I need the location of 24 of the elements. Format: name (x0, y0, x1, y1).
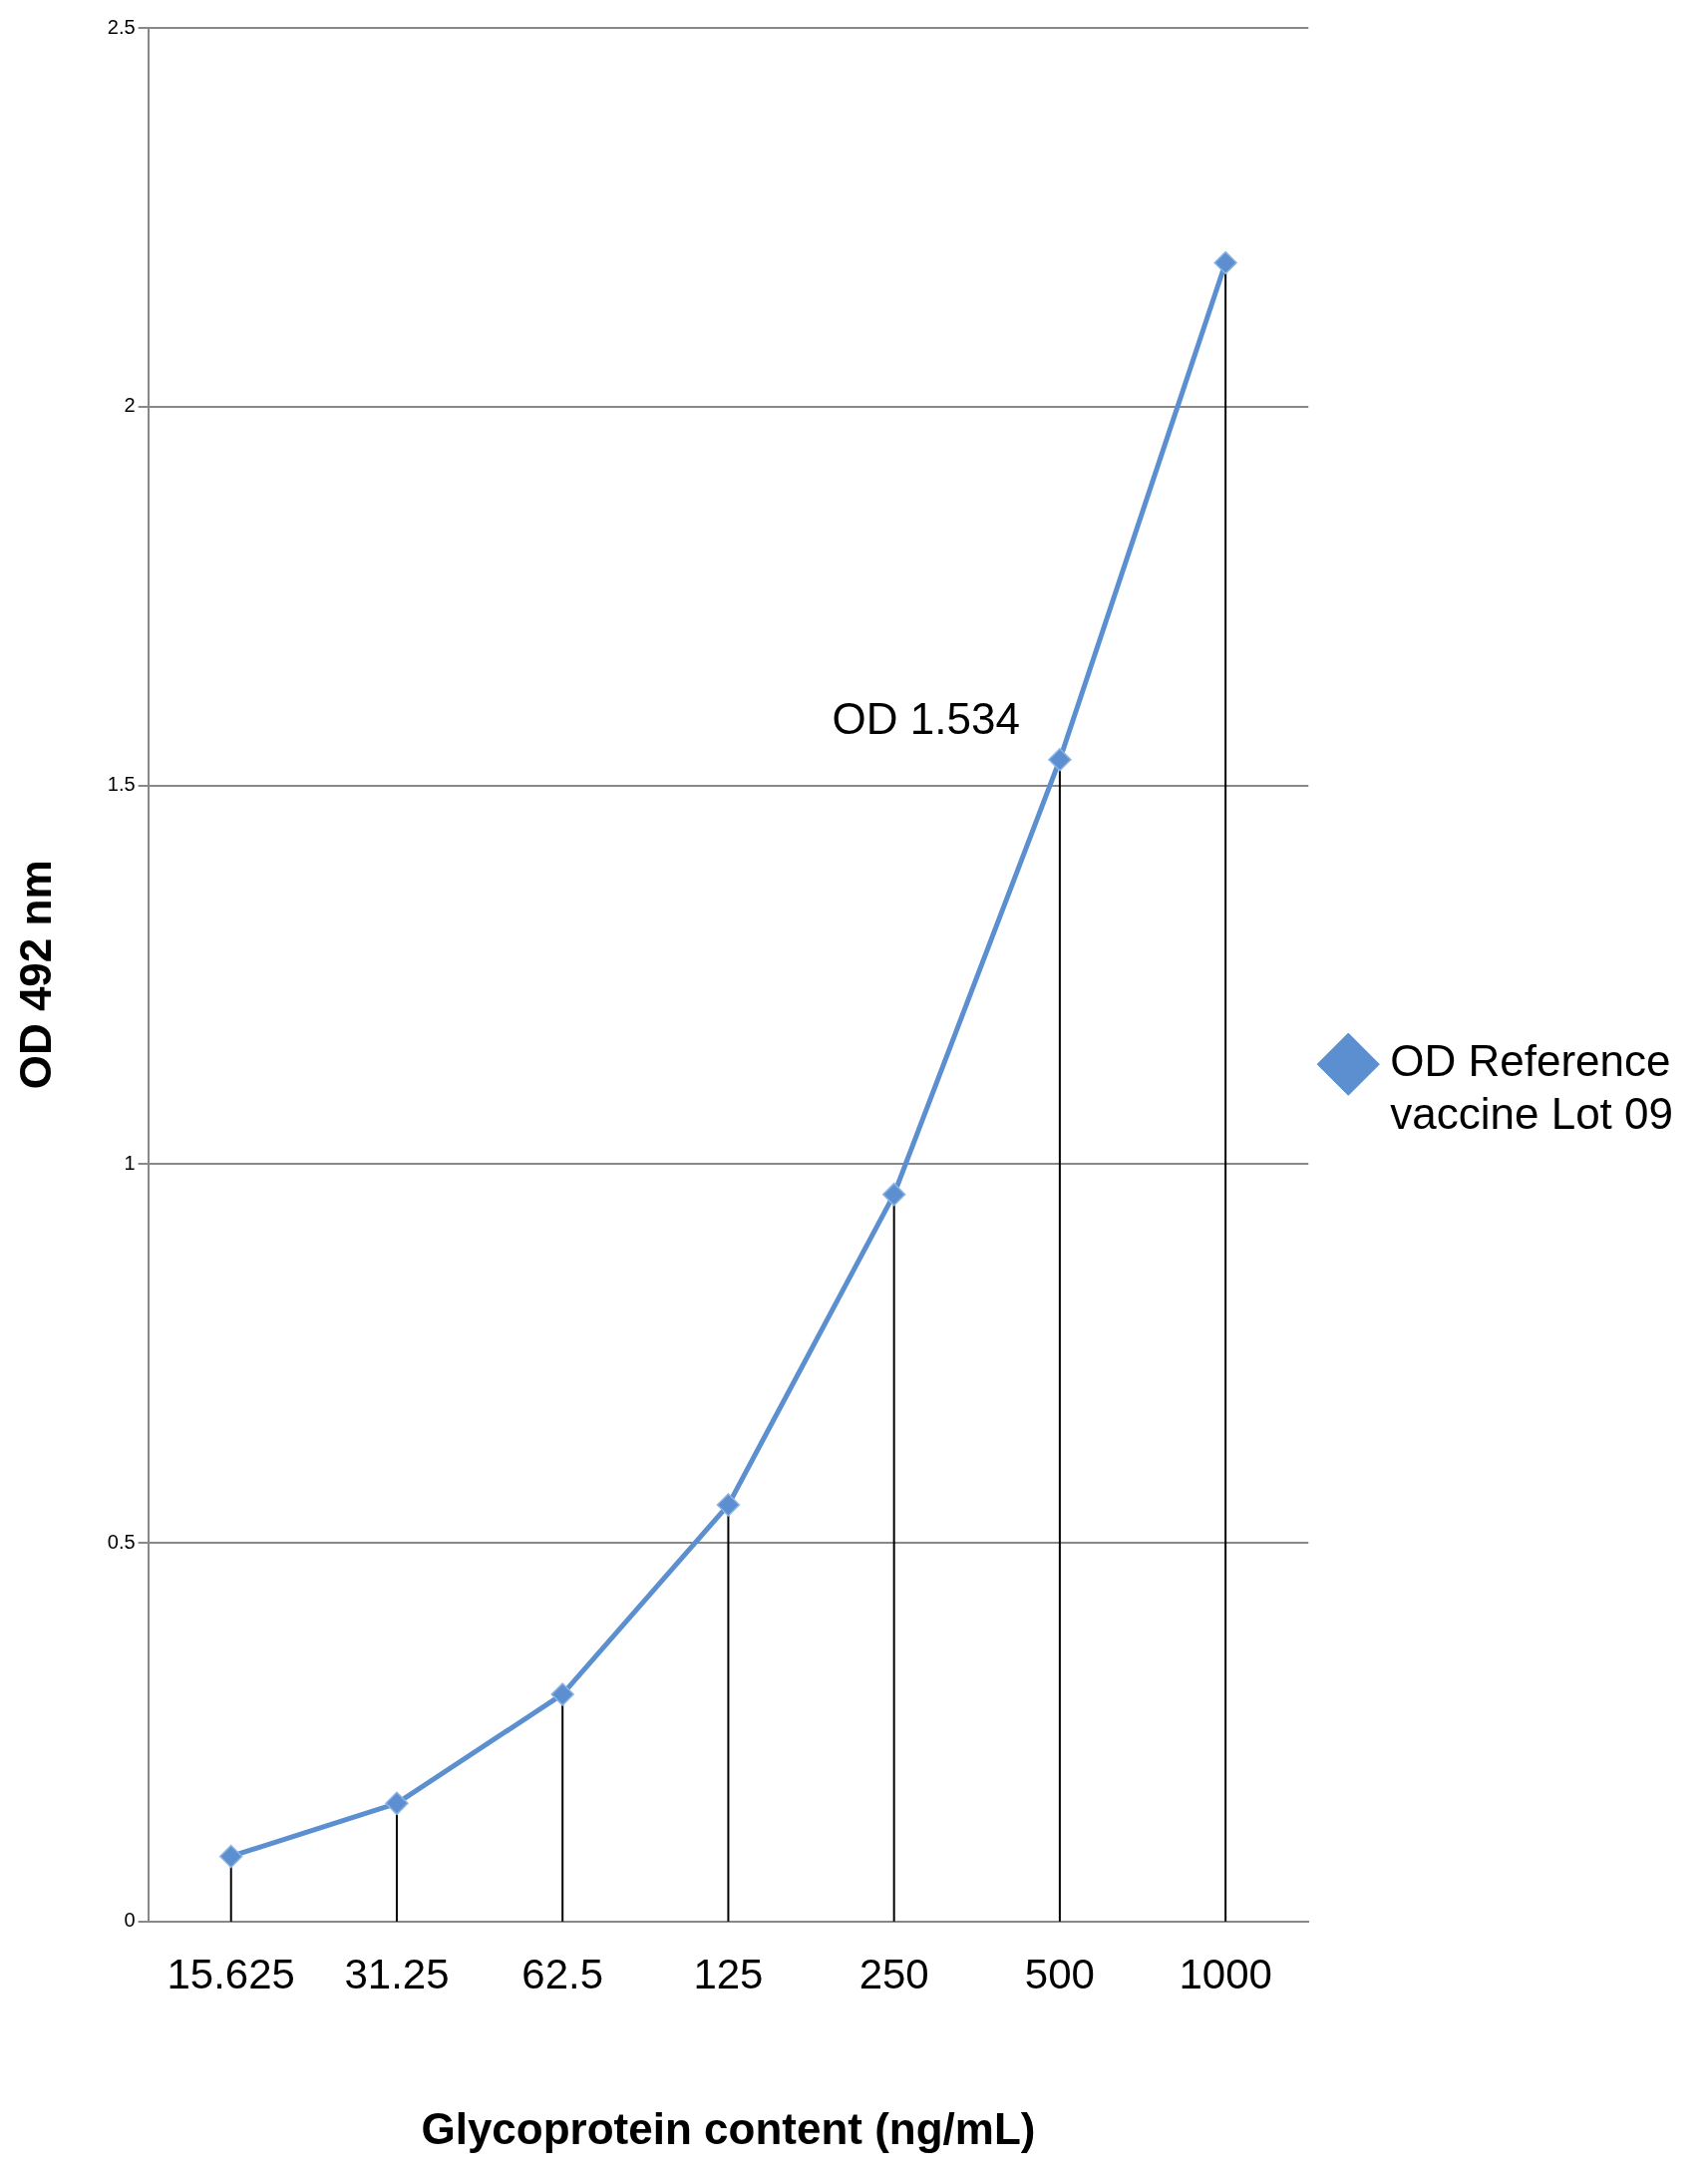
point (218, 1844, 243, 1869)
legend-label: OD Reference vaccine Lot 09 (1390, 1036, 1674, 1139)
annotation: OD 1.534 (832, 693, 1020, 743)
y-axis-title: OD 492 nm (10, 860, 60, 1090)
point (550, 1682, 574, 1706)
y-tick-label: 2.5 (107, 15, 136, 38)
x-axis-title: Glycoprotein content (ng/mL) (421, 2103, 1036, 2153)
y-tick-label: 1.5 (107, 773, 136, 796)
y-tick-label: 2 (124, 394, 136, 417)
x-tick-label: 1000 (1179, 1950, 1272, 1997)
y-tick-label: 0 (124, 1909, 136, 1932)
x-tick-label: 15.625 (167, 1950, 295, 1997)
x-tick-label: 125 (693, 1950, 764, 1997)
x-tick-label: 31.25 (344, 1950, 450, 1997)
point (385, 1791, 409, 1816)
x-tick-label: 250 (858, 1950, 929, 1997)
y-tick-label: 1 (124, 1151, 136, 1174)
x-tick-label: 62.5 (521, 1950, 604, 1997)
point (1048, 747, 1072, 772)
y-tick-label: 0.5 (107, 1530, 136, 1553)
point (716, 1493, 741, 1517)
x-tick-label: 500 (1024, 1950, 1095, 1997)
point (881, 1182, 906, 1207)
point (1213, 250, 1237, 275)
